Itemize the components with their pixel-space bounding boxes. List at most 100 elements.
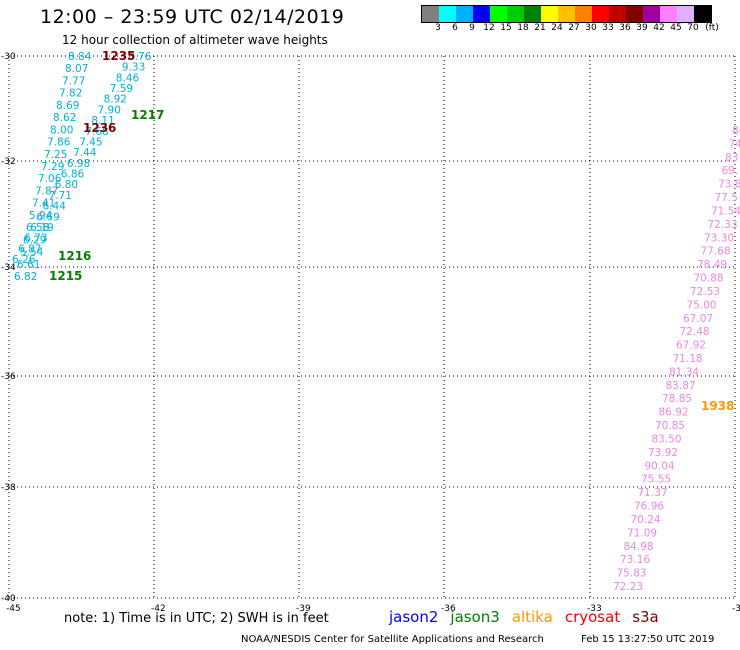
color-swatch [677,6,694,22]
lat-tick-label: -38 [1,483,16,493]
wave-height-label: 83 [725,152,738,164]
wave-height-label: 5.94 [29,210,53,222]
wave-height-label: 7.86 [47,137,71,149]
wave-height-label: 78.85 [662,393,692,405]
color-scale-label: (ft) [705,23,719,33]
wave-height-label: 7.71 [49,190,72,202]
color-scale-label: 27 [568,23,580,33]
footer-note: note: 1) Time is in UTC; 2) SWH is in fe… [64,611,329,626]
color-swatch [609,6,626,22]
wave-height-label: 8.11 [91,115,114,127]
wave-height-label: 8.00 [50,124,73,136]
wave-height-label: 6.19 [30,222,53,234]
color-scale-label: 33 [602,23,614,33]
wave-height-label: 7.25 [44,149,67,161]
grid-lines [8,55,736,599]
color-scale-label: 42 [653,23,665,33]
legend-item-s3a: s3a [632,608,659,626]
wave-height-label: 6.87 [18,243,41,255]
lat-tick-label: -34 [1,263,16,273]
wave-height-label: 6.29 [23,234,46,246]
wave-height-label: 70.85 [655,420,685,432]
pass-time-label: 1216 [58,249,91,263]
wave-height-label: 7.41 [32,198,55,210]
lon-tick-label: -39 [296,604,311,614]
color-scale-label: 3 [435,23,441,33]
pass-time-label: 1217 [131,108,164,122]
color-scale-label: 39 [636,23,648,33]
lon-tick-label: -33 [587,604,602,614]
wave-height-label: 8.69 [56,100,79,112]
color-swatch [558,6,575,22]
wave-height-label: 76.96 [634,501,664,513]
wave-height-label: 7.87 [35,185,58,197]
wave-height-label: 72.23 [613,581,643,593]
lat-tick-label: -30 [1,52,16,62]
lon-tick-label: -30 [732,604,740,614]
color-scale-label: 6 [452,23,458,33]
wave-height-label: 6.98 [67,158,90,170]
pass-time-label: 1235 [102,49,135,63]
color-scale-label: 15 [500,23,512,33]
wave-height-points: 8.848.077.777.828.698.628.007.867.257.29… [12,51,740,593]
wave-height-label: 6.86 [61,169,85,181]
pass-time-label: 1938 [701,399,734,413]
color-swatch [524,6,541,22]
color-scale-label: 24 [551,23,563,33]
wave-height-label: 73.16 [620,554,650,566]
credit-line: NOAA/NESDIS Center for Satellite Applica… [241,634,544,645]
color-scale-label: 70 [687,23,699,33]
wave-height-label: 8.92 [104,94,127,106]
wave-height-label: 8.46 [116,72,140,84]
wave-height-label: 67.92 [676,340,706,352]
wave-height-label: 75.00 [687,299,717,311]
wave-height-label: 7.45 [79,137,102,149]
wave-height-label: 83.87 [666,380,696,392]
wave-height-label: 73.92 [648,447,678,459]
pass-labels: 1235 1236 1217 1216 1215 1938 [49,49,734,413]
legend-item-altika: altika [511,608,553,626]
wave-height-label: 70.24 [631,514,661,526]
legend-item-jason2: jason2 [389,608,439,626]
pass-time-label: 1236 [83,121,116,135]
wave-height-label: 75.83 [617,568,647,580]
color-scale-bar [421,5,712,23]
wave-height-label: 6.80 [55,179,78,191]
color-scale-label: 21 [534,23,546,33]
wave-height-label: 73.8 [718,179,740,191]
lat-tick-label: -32 [1,157,16,167]
color-scale-label: 36 [619,23,631,33]
color-swatch [507,6,524,22]
wave-height-label: 7.29 [41,161,64,173]
color-swatch [490,6,507,22]
wave-height-label: 72.48 [680,326,710,338]
wave-height-label: 6.69 [36,211,59,223]
wave-height-label: 5.54 [20,247,44,259]
color-swatch [626,6,643,22]
color-swatch [575,6,592,22]
wave-height-label: 7.06 [38,173,62,185]
color-swatch [541,6,558,22]
wave-height-label: 86.92 [659,407,689,419]
chart-subtitle: 12 hour collection of altimeter wave hei… [62,33,328,47]
wave-height-label: 67.07 [683,313,713,325]
color-swatch [422,6,439,22]
wave-height-label: 70.88 [694,273,724,285]
color-swatch [473,6,490,22]
wave-height-label: 6.26 [12,254,36,266]
color-swatch [643,6,660,22]
color-swatch [660,6,677,22]
chart-title: 12:00 – 23:59 UTC 02/14/2019 [40,6,345,28]
color-swatch [694,6,711,22]
wave-height-label: 71.09 [627,527,657,539]
wave-height-label: 6.61 [17,259,40,271]
wave-height-label: 71.37 [638,487,668,499]
wave-height-label: 75.55 [641,474,671,486]
tick-labels: -45 -42 -39 -36 -33 -30 -30 -32 -34 -36 -38 -40 [1,52,740,614]
satellite-legend: jason2 jason3 altika cryosat s3a [389,608,671,626]
wave-height-label: 78.49 [697,259,727,271]
wave-height-label: 71.18 [673,353,703,365]
lon-tick-label: -42 [151,604,166,614]
wave-height-label: 77.68 [701,246,731,258]
